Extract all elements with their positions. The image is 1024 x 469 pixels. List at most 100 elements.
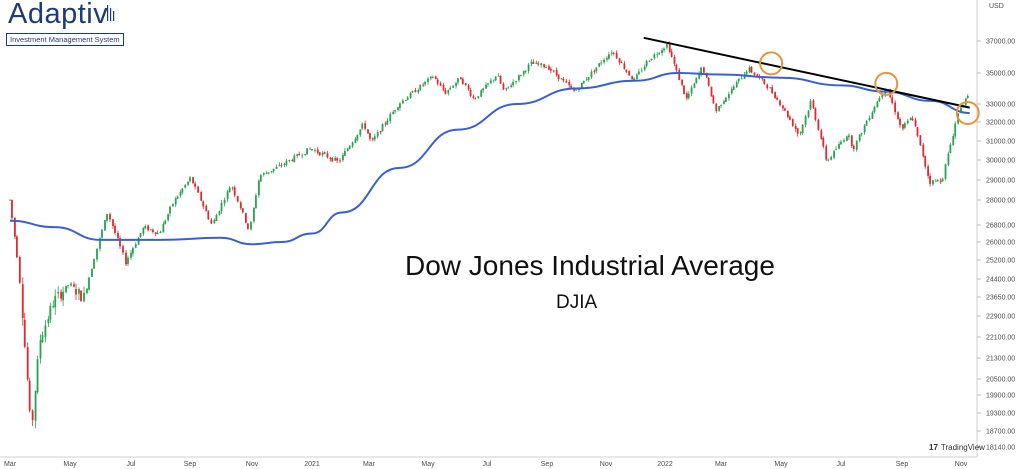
candle-body	[181, 188, 184, 193]
candle-body	[876, 101, 879, 108]
candle-body	[49, 306, 52, 320]
candle-body	[897, 112, 899, 120]
candle-body	[184, 184, 187, 188]
tradingview-logo-icon: 17	[929, 443, 938, 452]
candle-body	[18, 257, 21, 283]
candle-body	[827, 159, 830, 161]
candle-body	[774, 92, 776, 99]
candle-body	[202, 201, 205, 207]
candle-body	[788, 116, 791, 120]
candle-body	[399, 103, 401, 109]
candle-body	[280, 165, 283, 167]
candle-body	[562, 78, 565, 81]
candle-body	[379, 131, 382, 133]
candle-body	[507, 86, 510, 88]
candle-body	[505, 87, 508, 90]
candle-body	[339, 160, 341, 162]
x-tick-label: Jul	[127, 461, 136, 468]
candle-body	[631, 76, 634, 80]
candle-body	[336, 158, 339, 161]
y-tick-label: 29000.00	[986, 178, 1015, 185]
candle-body	[318, 152, 321, 156]
candle-body	[636, 74, 638, 80]
candle-body	[477, 96, 480, 99]
candle-body	[489, 80, 492, 84]
candle-body	[814, 108, 817, 120]
y-tick-label: 22100.00	[986, 335, 1015, 342]
candle-body	[865, 121, 868, 126]
candle-body	[565, 80, 568, 83]
candle-body	[359, 129, 362, 136]
candle-body	[850, 135, 853, 147]
tradingview-watermark: 17 TradingView	[929, 443, 985, 452]
candle-body	[779, 100, 781, 106]
candle-body	[57, 291, 60, 294]
candle-body	[502, 83, 505, 90]
candle-body	[582, 80, 585, 84]
candle-body	[590, 71, 593, 78]
candle-body	[916, 127, 919, 136]
candle-body	[560, 78, 563, 80]
logo-wordmark: Adaptiv	[8, 0, 109, 30]
candle-body	[329, 157, 332, 159]
touch-point-circle	[759, 51, 784, 76]
candle-body	[568, 81, 571, 86]
candle-body	[492, 79, 495, 81]
candle-body	[618, 58, 621, 63]
candle-body	[656, 54, 659, 56]
candle-body	[906, 120, 909, 124]
candle-body	[132, 248, 134, 254]
x-tick-label: Nov	[955, 461, 968, 468]
candle-body	[436, 79, 439, 84]
candle-body	[761, 77, 764, 79]
candle-body	[351, 142, 354, 147]
candle-body	[354, 138, 357, 143]
candle-body	[60, 291, 63, 299]
candle-body	[34, 390, 37, 421]
chart-title: Dow Jones Industrial Average	[405, 250, 775, 281]
x-tick-label: Nov	[600, 461, 613, 468]
candle-body	[406, 97, 409, 101]
candle-body	[323, 152, 326, 154]
candle-body	[207, 211, 210, 220]
candle-body	[715, 103, 718, 111]
candle-body	[786, 110, 789, 118]
candle-body	[367, 129, 369, 134]
candle-body	[675, 64, 678, 71]
candle-body	[683, 85, 685, 94]
candle-body	[835, 149, 837, 150]
y-tick-label: 19300.00	[986, 411, 1015, 418]
candle-body	[88, 277, 90, 290]
candle-body	[447, 89, 450, 94]
candle-body	[681, 79, 683, 85]
candle-body	[587, 76, 590, 80]
y-tick-label: 19900.00	[986, 393, 1015, 400]
candle-body	[532, 62, 535, 64]
candle-body	[939, 180, 942, 183]
candle-body	[730, 88, 733, 94]
candle-body	[31, 410, 34, 421]
candle-body	[288, 159, 291, 162]
logo-tagline: Investment Management System	[6, 33, 124, 46]
x-tick-label: Jul	[837, 461, 846, 468]
x-tick-label: Nov	[246, 461, 259, 468]
candle-body	[93, 259, 95, 269]
candle-body	[700, 67, 702, 75]
candle-body	[301, 155, 304, 157]
candle-body	[376, 132, 379, 137]
candle-body	[459, 77, 462, 80]
candle-body	[860, 133, 863, 135]
y-tick-label: 18700.00	[986, 429, 1015, 436]
candle-body	[449, 87, 452, 90]
candle-body	[321, 153, 324, 156]
candle-body	[189, 177, 191, 182]
x-tick-label: May	[63, 461, 77, 468]
candle-body	[144, 226, 147, 229]
candle-body	[678, 69, 681, 81]
candle-body	[142, 227, 145, 234]
y-tick-label: 37000.00	[986, 39, 1015, 46]
candle-body	[348, 145, 351, 149]
candle-body	[14, 217, 16, 237]
candlestick-series	[9, 41, 969, 429]
